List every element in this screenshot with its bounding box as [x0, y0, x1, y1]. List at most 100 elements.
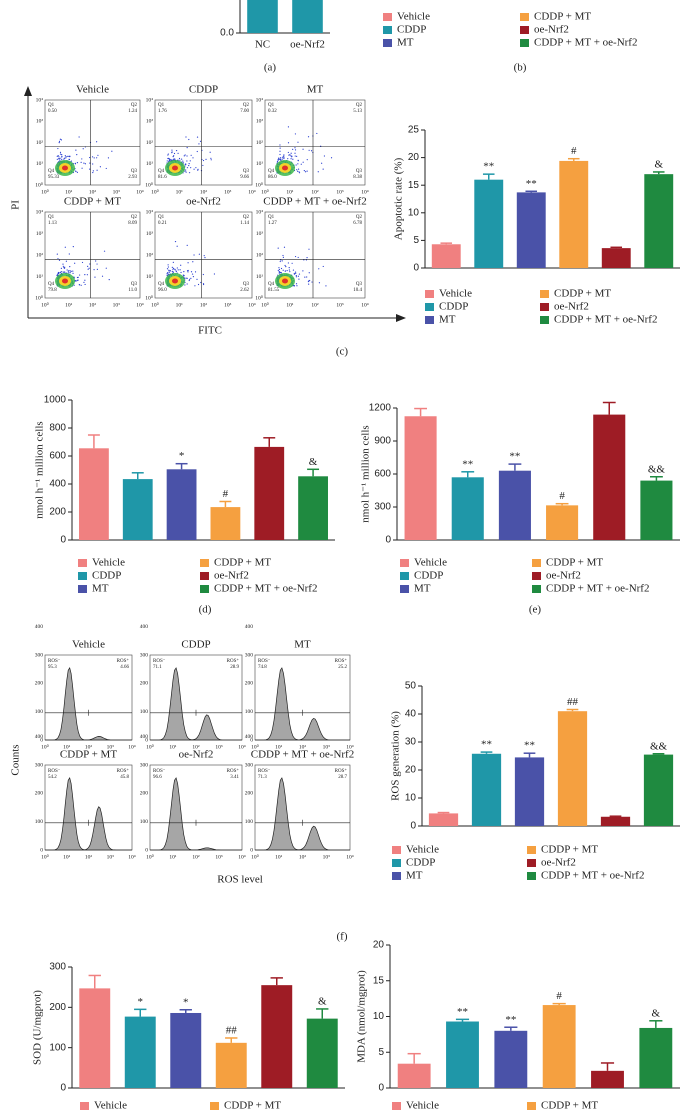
- dot: [204, 257, 206, 259]
- dot: [56, 155, 58, 157]
- dot: [58, 140, 61, 142]
- x-tick-label: 10³: [107, 744, 115, 750]
- dot: [308, 283, 310, 285]
- gate-name: ROS⁻: [258, 659, 271, 664]
- dot: [166, 268, 169, 270]
- dot: [94, 276, 96, 278]
- dot: [172, 267, 175, 269]
- x-tick-label: 10²: [200, 189, 208, 195]
- bar: [79, 988, 111, 1088]
- quadrant-value: 10.4: [353, 288, 362, 293]
- legend-swatch: [425, 316, 434, 324]
- dot: [302, 148, 304, 150]
- histogram: [255, 777, 350, 851]
- y-tick-label: 300: [245, 652, 254, 658]
- dot: [171, 149, 173, 151]
- legend-swatch: [400, 585, 409, 593]
- x-tick-label: 10²: [85, 854, 93, 860]
- dot: [185, 171, 187, 173]
- annotation: #: [559, 490, 565, 502]
- dot: [92, 171, 94, 174]
- y-tick-label: 5: [413, 235, 419, 246]
- dot: [296, 169, 298, 171]
- quadrant-value: 8.38: [353, 175, 362, 180]
- x-tick-label: 10³: [113, 189, 121, 195]
- quadrant-name: Q2: [356, 103, 363, 108]
- dot: [210, 159, 212, 161]
- quadrant-value: 2.62: [240, 288, 249, 293]
- y-axis-label: Apoptotic rate (%): [393, 157, 405, 240]
- dot: [291, 155, 293, 157]
- y-tick-label: 10: [373, 1011, 385, 1022]
- y-tick-label: 10³: [146, 119, 154, 125]
- dot: [182, 162, 185, 164]
- annotation: *: [179, 450, 185, 462]
- y-tick-label: 10: [408, 207, 420, 218]
- dot: [186, 277, 188, 279]
- gate-name: ROS⁺: [117, 768, 130, 774]
- flow-panel: [44, 211, 141, 299]
- dot: [59, 153, 62, 155]
- x-tick-label: 10¹: [65, 302, 73, 308]
- x-tick-label: 10³: [323, 854, 331, 860]
- dot: [306, 276, 308, 278]
- dot: [89, 263, 91, 265]
- dot: [91, 156, 94, 158]
- dot: [82, 148, 84, 150]
- dot: [288, 154, 290, 156]
- dot: [282, 157, 284, 159]
- x-tick-label: 10²: [311, 302, 319, 308]
- y-tick-label: 10¹: [256, 274, 264, 280]
- dot: [318, 268, 320, 270]
- gate-name: ROS⁻: [153, 769, 166, 774]
- dot: [202, 164, 204, 167]
- x-tick-label: 10³: [113, 302, 121, 308]
- legend-label: CDDP + MT: [224, 1100, 281, 1111]
- x-tick-label: 10⁴: [248, 302, 256, 308]
- dot: [72, 246, 74, 248]
- legend-swatch: [527, 1102, 536, 1110]
- quadrant-value: 1.14: [240, 221, 249, 226]
- y-tick-label: 10²: [36, 252, 44, 258]
- y-tick-label: 10³: [36, 231, 44, 237]
- legend-label: oe-Nrf2: [214, 570, 249, 582]
- dot: [187, 262, 189, 264]
- quadrant-value: 2.93: [128, 175, 137, 180]
- dot: [290, 152, 292, 154]
- bar: [210, 507, 241, 540]
- x-tick-label: 10⁰: [41, 743, 50, 750]
- dot: [282, 269, 284, 271]
- y-tick-label: 200: [49, 1002, 66, 1013]
- dot: [292, 158, 294, 160]
- panel-label: (c): [336, 346, 349, 358]
- y-tick-label: 900: [374, 436, 391, 447]
- legend-swatch: [400, 572, 409, 580]
- dot: [188, 172, 191, 174]
- y-axis-label: nmol h⁻¹ million cells: [360, 425, 372, 522]
- x-tick-label: 10³: [224, 189, 232, 195]
- y-tick-label: 10⁰: [255, 181, 264, 188]
- y-tick-label: 200: [35, 791, 44, 797]
- bar: [559, 160, 589, 268]
- dot: [61, 155, 63, 158]
- histogram: [255, 667, 350, 741]
- gate-value: 71.3: [258, 775, 267, 780]
- y-tick-label: 5: [378, 1047, 384, 1058]
- dot: [177, 269, 179, 271]
- legend-label: Vehicle: [406, 844, 439, 856]
- x-tick-label: 10⁴: [248, 189, 256, 195]
- dot: [172, 156, 174, 158]
- quadrant-name: Q1: [158, 103, 165, 108]
- dot: [81, 167, 83, 169]
- y-tick-label: 10⁰: [145, 181, 154, 188]
- legend-swatch: [78, 559, 87, 567]
- dot: [297, 168, 300, 170]
- dot: [317, 171, 319, 173]
- density-core: [172, 165, 178, 171]
- hist-panel: [149, 654, 243, 741]
- quadrant-value: 0.21: [158, 221, 167, 226]
- dot: [84, 279, 86, 281]
- dot: [190, 271, 193, 273]
- dot: [76, 171, 78, 173]
